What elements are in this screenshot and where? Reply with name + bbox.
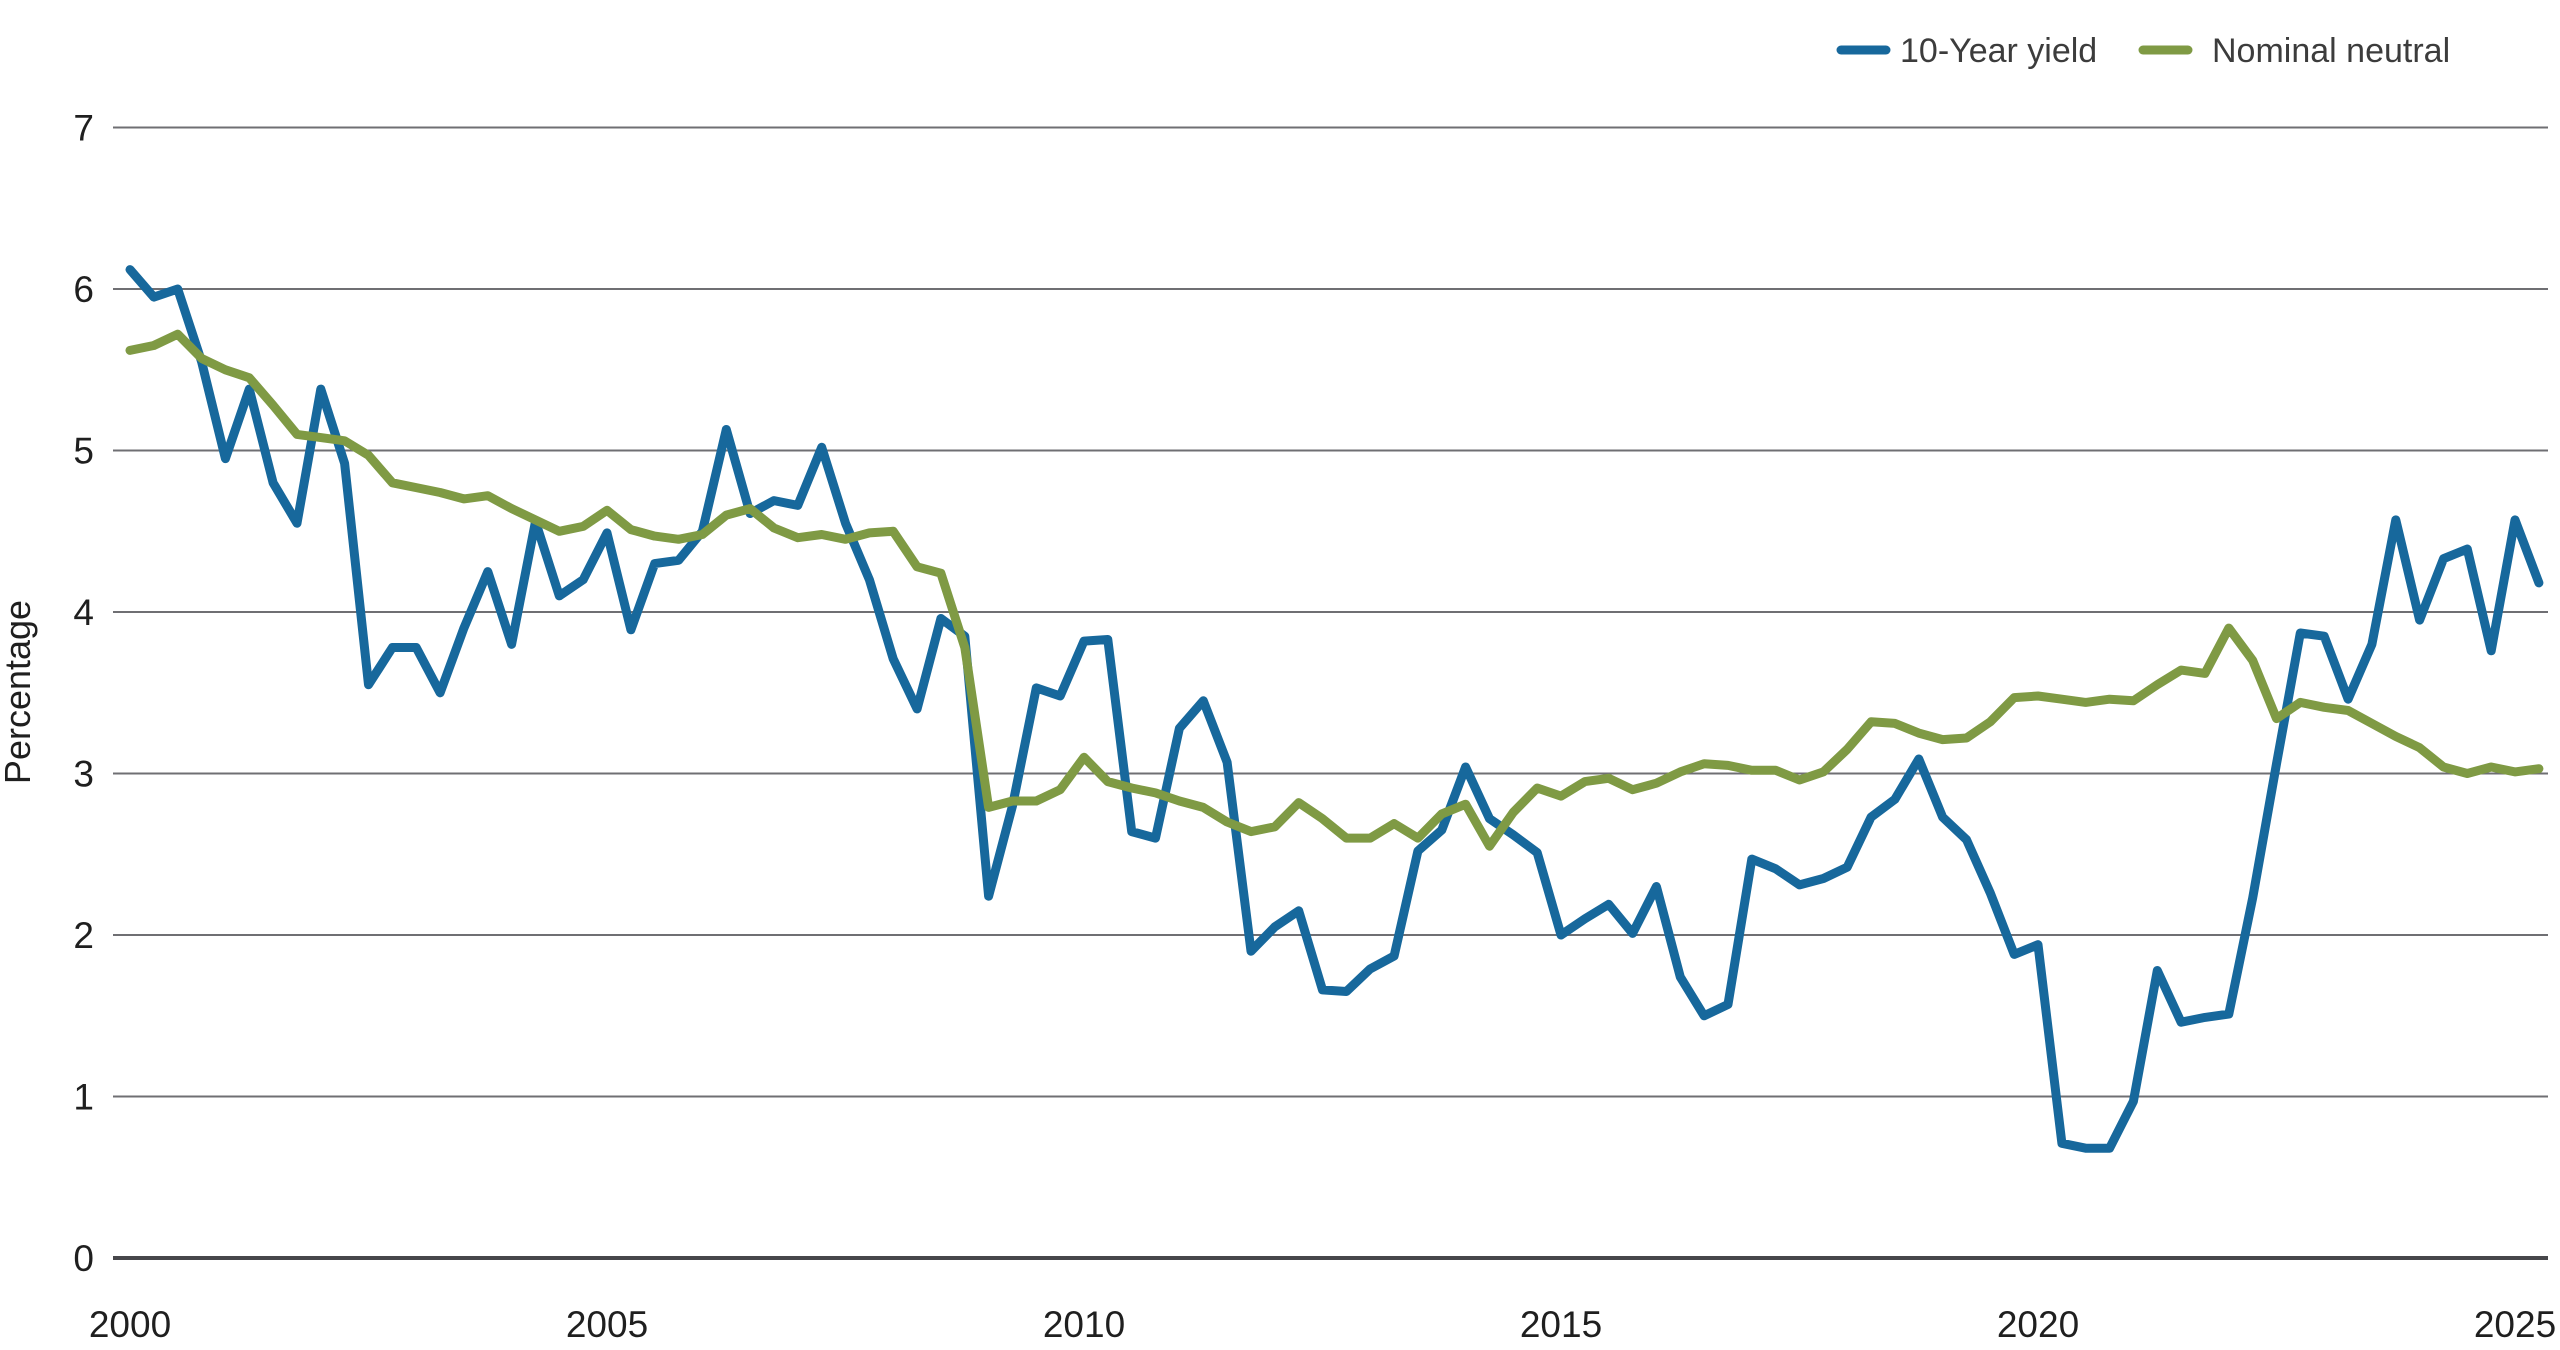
x-tick-label: 2005 [566, 1304, 648, 1345]
series-line-nominal-neutral [125, 329, 2544, 851]
x-tick-label: 2010 [1043, 1304, 1125, 1345]
y-axis-title: Percentage [0, 600, 38, 784]
legend-label-nominal-neutral: Nominal neutral [2212, 32, 2450, 70]
x-tick-label: 2025 [2474, 1304, 2556, 1345]
x-tick-label: 2015 [1520, 1304, 1602, 1345]
y-tick-label: 7 [73, 108, 94, 149]
y-tick-label: 1 [73, 1077, 94, 1118]
x-tick-label: 2000 [89, 1304, 171, 1345]
y-tick-label: 2 [73, 915, 94, 956]
legend-label-10-year-yield: 10-Year yield [1900, 32, 2097, 70]
x-tick-label: 2020 [1997, 1304, 2079, 1345]
y-tick-label: 5 [73, 431, 94, 472]
y-tick-label: 4 [73, 592, 94, 633]
series-line-10-year-yield [125, 265, 2544, 1153]
y-tick-label: 3 [73, 754, 94, 795]
y-tick-label: 0 [73, 1238, 94, 1279]
y-tick-label: 6 [73, 269, 94, 310]
